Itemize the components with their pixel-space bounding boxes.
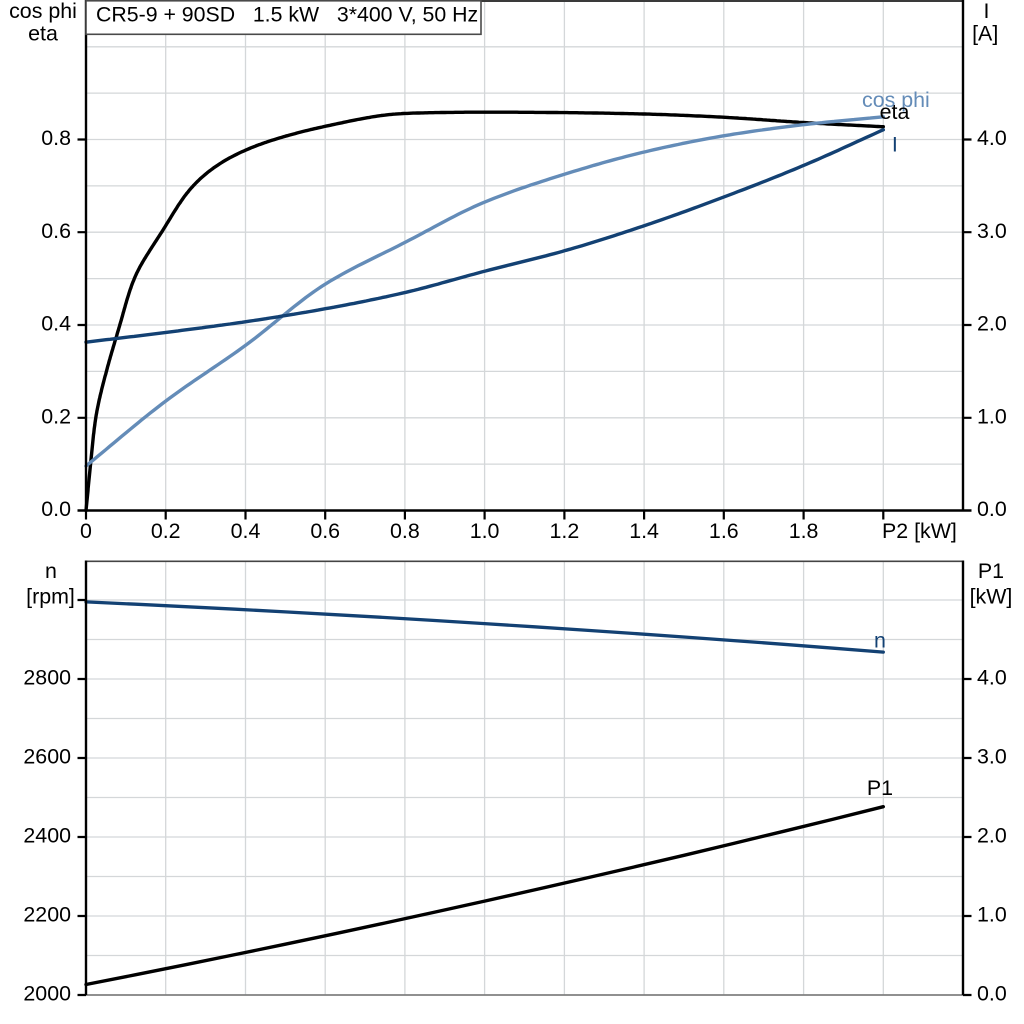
svg-text:2600: 2600 [23,745,71,769]
svg-text:n: n [45,559,57,583]
svg-text:I: I [984,0,990,23]
svg-text:[A]: [A] [972,22,998,46]
svg-text:3.0: 3.0 [977,745,1007,769]
svg-text:0.4: 0.4 [41,312,71,336]
svg-text:[kW]: [kW] [970,585,1013,609]
svg-text:[rpm]: [rpm] [26,585,75,609]
svg-text:cos phi: cos phi [9,0,77,23]
svg-text:3.0: 3.0 [977,219,1007,243]
svg-text:1.8: 1.8 [789,519,819,543]
svg-text:0.2: 0.2 [41,404,71,428]
svg-text:P1: P1 [867,776,893,800]
svg-text:P2 [kW]: P2 [kW] [882,519,957,543]
svg-text:2200: 2200 [23,903,71,927]
svg-text:P1: P1 [978,559,1004,583]
svg-text:CR5-9 + 90SD 1.5 kW 3*400: CR5-9 + 90SD 1.5 kW 3*400 V, 50 Hz [96,3,478,27]
svg-text:2.0: 2.0 [977,824,1007,848]
svg-text:0.8: 0.8 [390,519,420,543]
svg-text:n: n [874,629,886,653]
svg-text:0.0: 0.0 [977,497,1007,521]
svg-text:0.0: 0.0 [41,497,71,521]
svg-text:cos phi: cos phi [862,88,930,112]
svg-text:2400: 2400 [23,824,71,848]
svg-text:I: I [892,133,898,157]
svg-text:1.6: 1.6 [709,519,739,543]
svg-text:1.4: 1.4 [629,519,659,543]
svg-text:2.0: 2.0 [977,312,1007,336]
svg-text:4.0: 4.0 [977,666,1007,690]
svg-text:1.0: 1.0 [470,519,500,543]
svg-text:4.0: 4.0 [977,126,1007,150]
svg-text:eta: eta [880,100,910,124]
svg-text:eta: eta [28,22,58,46]
svg-text:0: 0 [80,519,92,543]
svg-text:1.0: 1.0 [977,404,1007,428]
svg-text:1.0: 1.0 [977,903,1007,927]
svg-text:0.6: 0.6 [310,519,340,543]
svg-text:0.4: 0.4 [231,519,261,543]
svg-text:0.8: 0.8 [41,126,71,150]
svg-text:0.2: 0.2 [151,519,181,543]
svg-text:2800: 2800 [23,666,71,690]
svg-text:0.6: 0.6 [41,219,71,243]
svg-text:0.0: 0.0 [977,982,1007,1006]
svg-text:2000: 2000 [23,982,71,1006]
svg-text:1.2: 1.2 [550,519,580,543]
